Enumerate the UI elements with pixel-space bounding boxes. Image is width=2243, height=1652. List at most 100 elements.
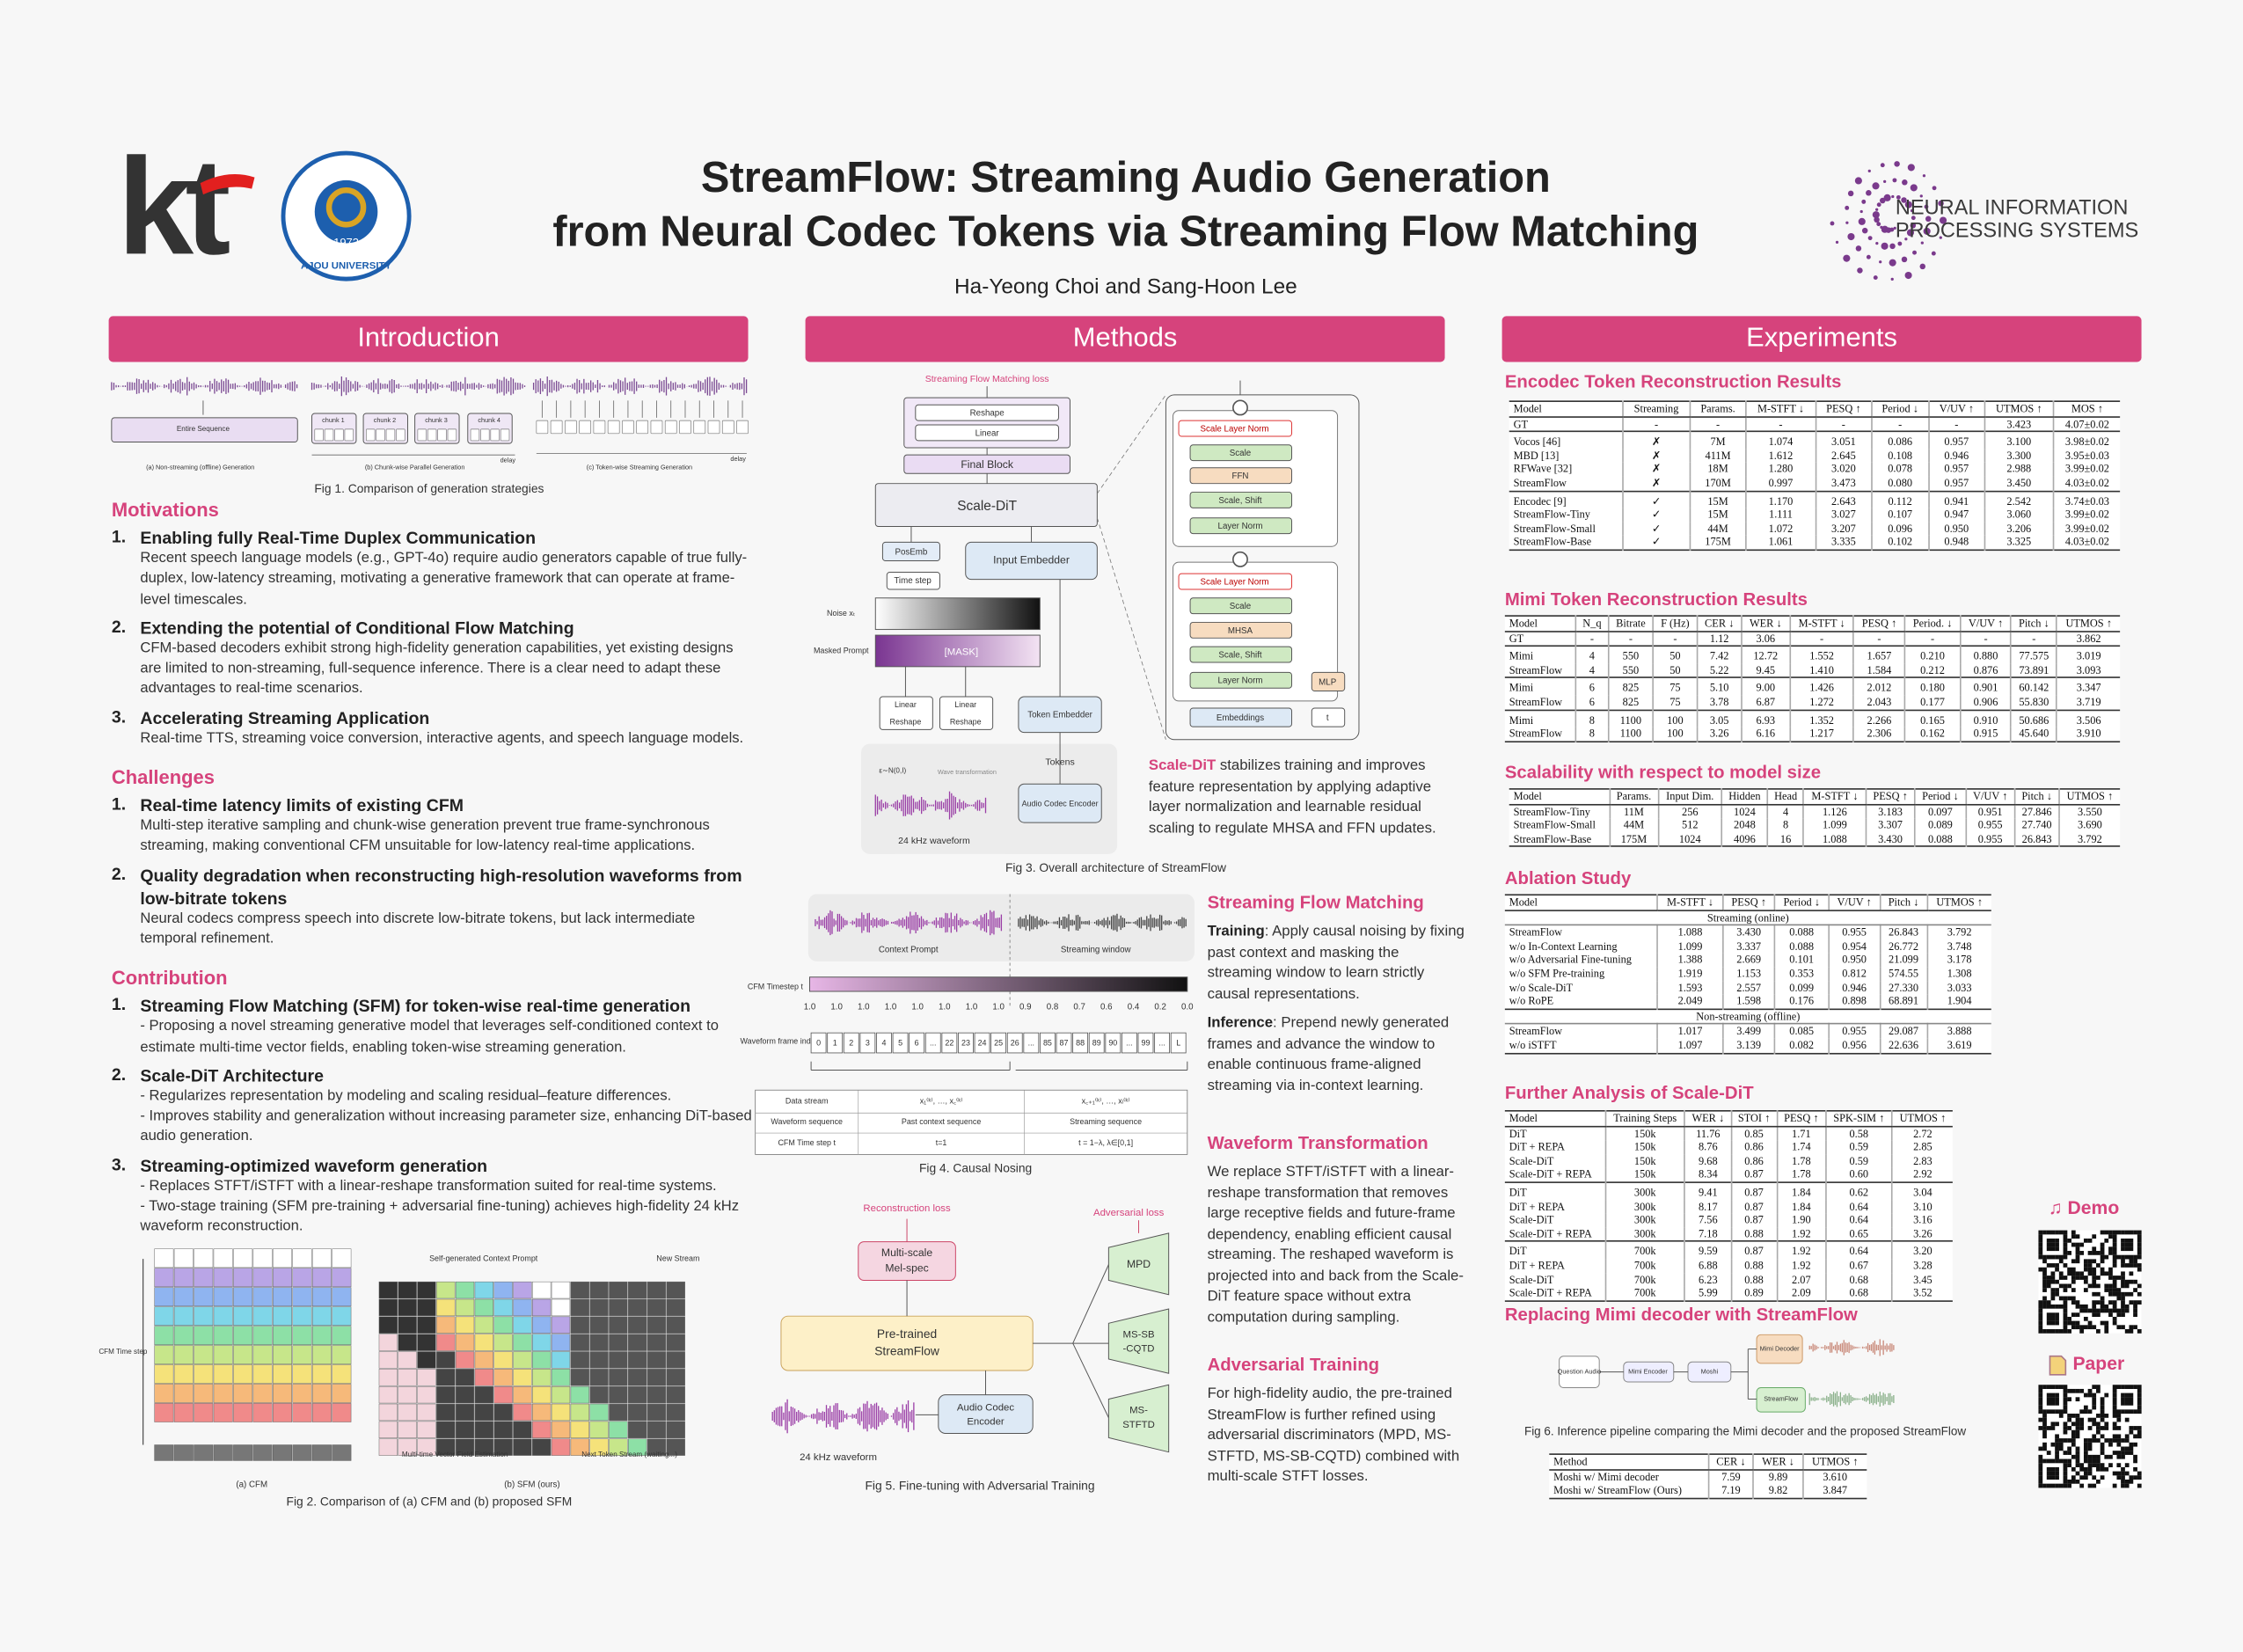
box xyxy=(1189,646,1293,663)
item-number: 1. xyxy=(111,526,127,547)
logo-dot xyxy=(1890,277,1894,281)
qr-module xyxy=(2042,1296,2047,1301)
qr-module xyxy=(2092,1325,2097,1330)
box xyxy=(332,1287,352,1307)
cell: 73.891 xyxy=(2010,663,2057,678)
cell: 9.45 xyxy=(1741,663,1790,678)
header-cell: V/UV ↑ xyxy=(1965,788,2015,805)
cell: - xyxy=(1815,416,1872,432)
cell: 0.096 xyxy=(1870,522,1929,536)
qr-module xyxy=(2055,1320,2059,1326)
cell: 700k xyxy=(1604,1259,1685,1273)
label: chunk 1 xyxy=(322,416,345,424)
box xyxy=(647,1316,667,1334)
qr-module xyxy=(2050,1312,2056,1318)
box xyxy=(474,1281,493,1299)
item-title: Real-time latency limits of existing CFM xyxy=(140,795,464,816)
qr-module xyxy=(2112,1400,2117,1406)
box xyxy=(1023,1032,1040,1054)
logo-dot xyxy=(1875,242,1879,245)
qr-module xyxy=(2100,1397,2105,1402)
cell: - xyxy=(1574,631,1609,647)
cell: 50 xyxy=(1652,645,1698,664)
box xyxy=(173,1403,194,1422)
cell: 2.012 xyxy=(1852,676,1905,696)
qr-module xyxy=(2121,1308,2125,1313)
label: FFN xyxy=(1232,471,1249,481)
qr-module xyxy=(2100,1254,2105,1260)
box xyxy=(154,1287,174,1307)
qr-module xyxy=(2124,1242,2130,1247)
qr-module xyxy=(2121,1304,2125,1309)
row: Scale-DiT 700k 6.23 0.88 2.07 0.68 3.45 xyxy=(1505,1272,1953,1287)
qr-module xyxy=(2046,1316,2051,1321)
cell: ✓ xyxy=(1621,535,1691,551)
label: 23 xyxy=(961,1039,970,1048)
paragraph: We replace STFT/iSTFT with a linear-resh… xyxy=(1208,1163,1465,1329)
cell: RFWave [32] xyxy=(1513,462,1573,476)
qr-module xyxy=(2133,1259,2137,1264)
logo-dot xyxy=(1874,216,1880,223)
qr-module xyxy=(2092,1417,2097,1422)
qr-module xyxy=(2116,1308,2122,1313)
box xyxy=(570,1351,589,1369)
cell: Scale-DiT + REPA xyxy=(1509,1226,1592,1240)
adder xyxy=(1232,399,1248,416)
connector xyxy=(1072,1342,1109,1418)
box xyxy=(396,428,405,442)
box xyxy=(332,1364,352,1384)
qr-module xyxy=(2063,1458,2068,1464)
header-cell: UTMOS ↑ xyxy=(1925,895,1991,911)
box xyxy=(532,1316,552,1334)
qr-module xyxy=(2071,1271,2076,1276)
qr-module xyxy=(2079,1388,2085,1393)
cell: 9.41 xyxy=(1684,1181,1732,1200)
label: 4 xyxy=(881,1039,886,1048)
qr-module xyxy=(2129,1429,2134,1435)
box xyxy=(474,1403,493,1422)
qr-module xyxy=(2112,1300,2117,1305)
qr-module xyxy=(2063,1483,2068,1488)
label: AJOU UNIVERSITY xyxy=(301,260,391,271)
qr-module xyxy=(2092,1393,2097,1398)
qr-module xyxy=(2067,1251,2071,1255)
label: Data stream xyxy=(785,1097,829,1106)
section-header: Experiments xyxy=(1501,316,2142,362)
qr-module xyxy=(2092,1283,2097,1289)
cell: ✗ xyxy=(1621,462,1691,477)
logo-dot xyxy=(1883,194,1891,201)
cell: 700k xyxy=(1604,1286,1685,1301)
box xyxy=(417,1316,436,1334)
cell: 150k xyxy=(1604,1154,1685,1168)
box xyxy=(1189,467,1293,485)
qr-module xyxy=(2058,1230,2064,1235)
qr-module xyxy=(2083,1259,2088,1264)
qr-module xyxy=(2055,1279,2059,1284)
box xyxy=(736,420,749,435)
row: StreamFlow-Tiny ✓ 15M 1.111 3.027 0.107 0.947 3… xyxy=(1509,508,2121,523)
box xyxy=(1178,420,1293,437)
qr-module xyxy=(2108,1463,2113,1467)
cell: Moshi w/ StreamFlow (Ours) xyxy=(1553,1483,1682,1497)
cell: 1.657 xyxy=(1852,645,1905,664)
box xyxy=(252,1384,273,1403)
logo-dot xyxy=(1873,275,1878,281)
qr-module xyxy=(2087,1446,2093,1451)
qr-module xyxy=(2067,1426,2071,1430)
qr-module xyxy=(2129,1242,2134,1247)
cell: 2048 xyxy=(1721,818,1768,833)
label: Waveform sequence xyxy=(771,1117,843,1126)
qr-module xyxy=(2071,1276,2076,1280)
qr-module xyxy=(2133,1230,2137,1235)
paragraph: For high-fidelity audio, the pre-trained… xyxy=(1208,1385,1465,1488)
cell: 3.183 xyxy=(1865,804,1915,819)
label: Scale xyxy=(1230,602,1251,611)
cell: 2.306 xyxy=(1852,727,1905,742)
cell: 0.60 xyxy=(1824,1167,1893,1183)
cell: 1.92 xyxy=(1776,1226,1826,1242)
label: 85 xyxy=(1043,1039,1052,1048)
qr-module xyxy=(2038,1246,2043,1252)
qr-module xyxy=(2050,1426,2056,1430)
cell: 0.62 xyxy=(1824,1181,1893,1200)
qr-module xyxy=(2075,1325,2080,1330)
